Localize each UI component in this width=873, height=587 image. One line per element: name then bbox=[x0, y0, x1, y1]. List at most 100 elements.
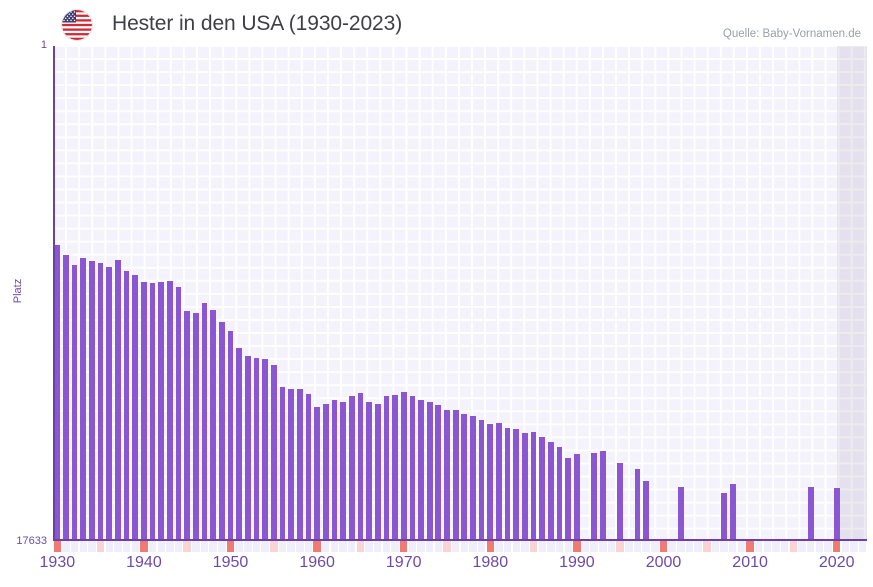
bar bbox=[262, 359, 268, 540]
bar bbox=[115, 260, 121, 540]
tick-blank bbox=[252, 541, 261, 552]
bar bbox=[106, 266, 113, 540]
y-axis: 1 17633 Platz bbox=[0, 39, 53, 547]
bar bbox=[634, 469, 641, 540]
bar-series bbox=[53, 46, 867, 540]
tick-blank bbox=[633, 541, 642, 552]
x-tick-label-1950: 1950 bbox=[212, 554, 249, 571]
tick-blank bbox=[781, 541, 789, 552]
recent-years-shaded-region bbox=[836, 46, 867, 540]
bar bbox=[400, 392, 407, 540]
bar bbox=[487, 423, 494, 540]
tick-major bbox=[226, 541, 235, 552]
tick-blank bbox=[547, 541, 555, 552]
y-axis-title: Platz bbox=[12, 278, 24, 304]
tick-blank bbox=[408, 541, 417, 552]
tick-blank bbox=[391, 541, 399, 552]
bar bbox=[409, 395, 416, 540]
tick-major bbox=[659, 541, 668, 552]
tick-blank bbox=[339, 541, 347, 552]
bar bbox=[184, 311, 191, 540]
tick-blank bbox=[322, 541, 330, 552]
tick-blank bbox=[382, 541, 391, 552]
tick-blank bbox=[651, 541, 659, 552]
bar bbox=[288, 389, 294, 540]
bar bbox=[444, 409, 450, 540]
tick-minor bbox=[443, 541, 451, 552]
bar bbox=[556, 447, 563, 540]
tick-major bbox=[486, 541, 495, 552]
x-tick-label-1990: 1990 bbox=[559, 554, 595, 571]
plot-area bbox=[53, 46, 867, 540]
tick-blank bbox=[278, 541, 287, 552]
tick-blank bbox=[755, 541, 763, 552]
tick-blank bbox=[79, 541, 88, 552]
tick-blank bbox=[218, 541, 226, 552]
bar bbox=[392, 394, 398, 540]
bar bbox=[513, 428, 520, 540]
tick-minor bbox=[529, 541, 538, 552]
x-tick-label-1970: 1970 bbox=[385, 554, 422, 571]
tick-blank bbox=[166, 541, 174, 552]
x-axis-tick-strip bbox=[53, 541, 867, 552]
tick-blank bbox=[451, 541, 460, 552]
tick-blank bbox=[503, 541, 512, 552]
tick-minor bbox=[96, 541, 105, 552]
x-tick-label-2010: 2010 bbox=[732, 554, 768, 571]
tick-blank bbox=[261, 541, 269, 552]
bar bbox=[366, 401, 372, 540]
bar bbox=[374, 404, 381, 540]
tick-minor bbox=[789, 541, 798, 552]
bar bbox=[201, 302, 208, 540]
tick-minor bbox=[616, 541, 624, 552]
tick-major bbox=[399, 541, 408, 552]
tick-blank bbox=[599, 541, 607, 552]
tick-blank bbox=[296, 541, 304, 552]
bar bbox=[149, 283, 156, 540]
bar bbox=[565, 457, 572, 540]
tick-blank bbox=[209, 541, 217, 552]
tick-minor bbox=[703, 541, 711, 552]
tick-blank bbox=[720, 541, 728, 552]
tick-blank bbox=[287, 541, 295, 552]
tick-blank bbox=[538, 541, 546, 552]
tick-blank bbox=[798, 541, 806, 552]
bar bbox=[314, 407, 320, 540]
bar bbox=[435, 405, 442, 540]
tick-blank bbox=[642, 541, 650, 552]
bar bbox=[340, 401, 346, 540]
bar bbox=[470, 416, 476, 540]
bar bbox=[193, 312, 199, 540]
tick-major bbox=[140, 541, 148, 552]
x-tick-label-1960: 1960 bbox=[299, 554, 335, 571]
bar bbox=[322, 404, 329, 540]
bar bbox=[158, 281, 165, 540]
bar bbox=[539, 436, 546, 540]
source-attribution: Quelle: Baby-Vornamen.de bbox=[722, 28, 861, 40]
bar bbox=[279, 387, 286, 540]
bar bbox=[530, 432, 537, 540]
tick-blank bbox=[729, 541, 737, 552]
tick-major bbox=[313, 541, 321, 552]
bar bbox=[253, 357, 260, 540]
tick-blank bbox=[763, 541, 772, 552]
tick-blank bbox=[521, 541, 529, 552]
bar bbox=[383, 395, 390, 540]
tick-blank bbox=[858, 541, 867, 552]
tick-blank bbox=[815, 541, 824, 552]
bar bbox=[643, 480, 650, 540]
tick-blank bbox=[244, 541, 252, 552]
bar bbox=[461, 413, 468, 540]
tick-blank bbox=[114, 541, 122, 552]
tick-blank bbox=[417, 541, 425, 552]
bar bbox=[71, 265, 78, 540]
bar bbox=[591, 453, 598, 540]
tick-blank bbox=[495, 541, 503, 552]
tick-major bbox=[832, 541, 841, 552]
tick-minor bbox=[270, 541, 278, 552]
bar bbox=[89, 260, 95, 540]
tick-blank bbox=[841, 541, 850, 552]
bar bbox=[270, 365, 277, 540]
bar bbox=[729, 484, 736, 540]
tick-blank bbox=[157, 541, 165, 552]
